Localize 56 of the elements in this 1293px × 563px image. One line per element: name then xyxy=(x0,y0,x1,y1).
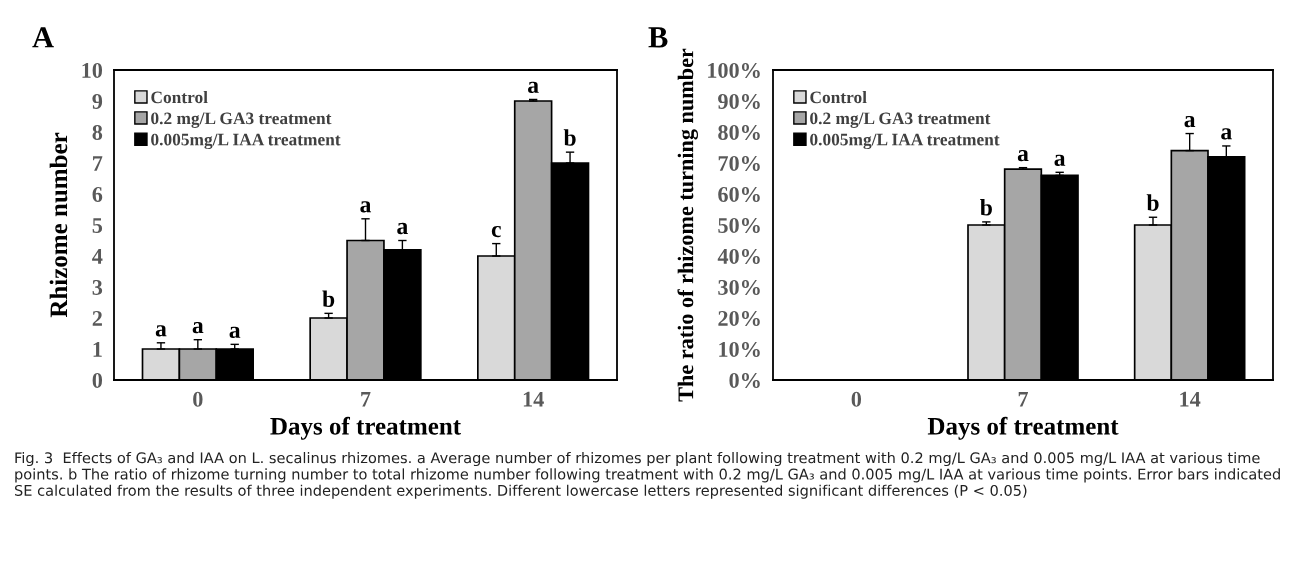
data-label: a xyxy=(1054,154,1066,166)
data-label: a xyxy=(229,326,241,338)
data-label: c xyxy=(491,225,501,238)
data-label: a xyxy=(1221,128,1232,140)
y-tick-label: 30% xyxy=(718,279,760,295)
y-tick-label: 4 xyxy=(92,249,103,264)
x-tick-label: 14 xyxy=(523,391,544,407)
y-tick-label: 0 xyxy=(92,372,103,388)
y-tick-label: 10% xyxy=(719,341,760,357)
data-label: b xyxy=(563,129,576,146)
y-tick-label: 5 xyxy=(92,218,103,233)
legend-label: Control xyxy=(151,90,208,104)
legend-label: 0.005mg/L IAA treatment xyxy=(810,133,1000,150)
y-tick-label: 7 xyxy=(93,156,103,171)
legend-label: Control xyxy=(810,90,867,104)
data-label: a xyxy=(1184,115,1196,128)
data-label: a xyxy=(155,325,167,337)
y-tick-label: 1 xyxy=(93,342,102,357)
y-tick-label: 2 xyxy=(92,310,102,326)
x-tick-label: 7 xyxy=(1018,391,1029,407)
y-tick-label: 20% xyxy=(718,310,760,326)
data-label: a xyxy=(1017,149,1029,162)
y-tick-label: 50% xyxy=(718,217,760,233)
y-tick-label: 8 xyxy=(92,124,103,140)
x-tick-label: 14 xyxy=(1180,391,1201,407)
y-axis-title: The ratio of rhizome turning number xyxy=(677,48,698,402)
chart-title: B xyxy=(648,27,668,48)
y-tick-label: 0% xyxy=(729,372,760,388)
y-axis-title: Rhizome number xyxy=(49,132,68,318)
y-tick-label: 40% xyxy=(717,248,760,264)
y-tick-label: 90% xyxy=(718,93,760,109)
x-axis-title: Days of treatment xyxy=(927,416,1119,440)
caption: Fig. 3 Effects of GA₃ and IAA on L. secalinus rhizomes. a Average number of rhizomes per plant following treatment with 0.2 mg/L GA₃ and 0.005 mg/L IAA at various time points. b The ratio of rhizome turning number to total rhizome number following treatment with 0.2 mg/L GA₃ and 0.005 mg/L IAA at various time points. Error bars indicated SE calculated from the results of three independent experiments. Different lowercase letters represented significant differences (P < 0.05) xyxy=(14,452,1280,499)
y-tick-label: 9 xyxy=(92,93,103,109)
x-tick-label: 0 xyxy=(851,391,862,407)
x-tick-label: 7 xyxy=(361,391,371,407)
data-label: a xyxy=(397,222,408,235)
legend-label: 0.005mg/L IAA treatment xyxy=(151,133,341,150)
y-tick-label: 3 xyxy=(92,279,103,295)
legend-label: 0.2 mg/L GA3 treatment xyxy=(810,112,991,128)
y-tick-label: 6 xyxy=(92,186,103,202)
legend-label: 0.2 mg/L GA3 treatment xyxy=(151,112,332,128)
data-label: a xyxy=(192,322,204,334)
data-label: a xyxy=(360,201,372,213)
y-tick-label: 80% xyxy=(718,124,760,140)
data-label: b xyxy=(322,290,335,307)
y-tick-label: 100% xyxy=(708,62,760,78)
y-tick-label: 70% xyxy=(718,155,760,171)
data-label: b xyxy=(1146,194,1159,211)
data-label: b xyxy=(980,198,992,216)
x-tick-label: 0 xyxy=(193,391,203,407)
y-tick-label: 60% xyxy=(718,186,760,202)
y-tick-label: 10 xyxy=(82,62,103,78)
data-label: a xyxy=(528,81,539,94)
chart-title: A xyxy=(32,27,54,48)
x-axis-title: Days of treatment xyxy=(270,416,461,440)
